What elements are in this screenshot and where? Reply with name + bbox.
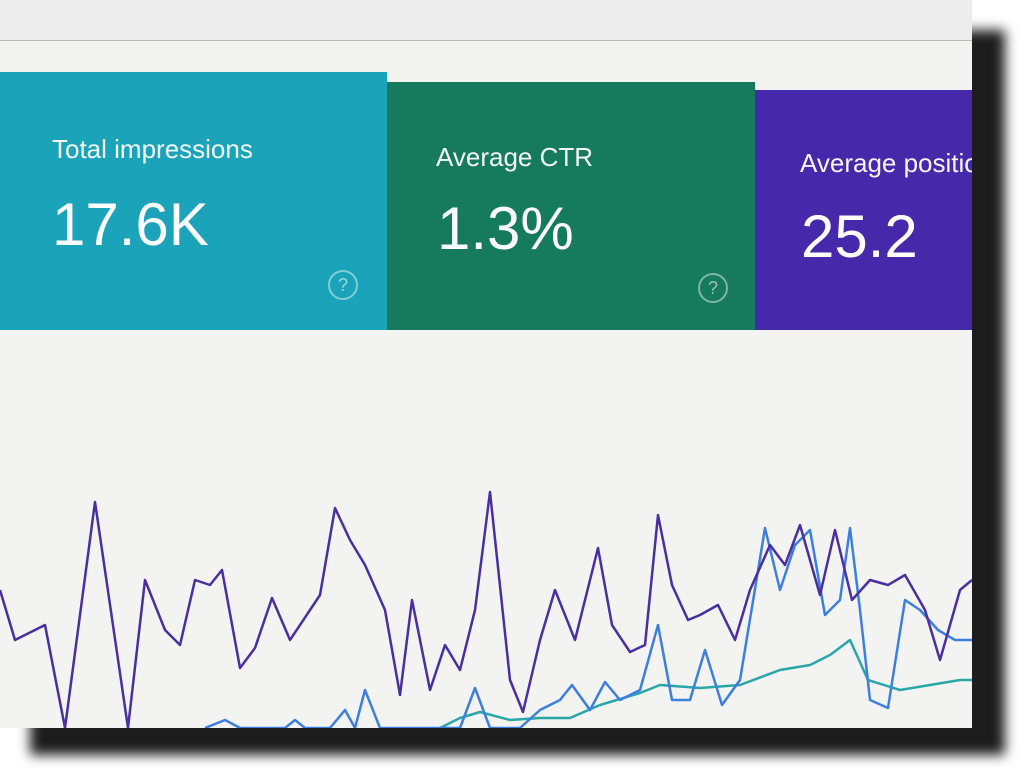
help-icon[interactable]: ?: [328, 270, 358, 300]
metric-card[interactable]: Average position 25.2: [755, 90, 972, 330]
teal-line: [439, 638, 972, 728]
performance-chart: [0, 490, 972, 728]
metric-value: 25.2: [801, 203, 918, 270]
metric-label: Average CTR: [436, 142, 594, 172]
metric-value: 1.3%: [437, 195, 574, 262]
blue-line: [204, 526, 972, 728]
metric-card[interactable]: Average CTR 1.3% ?: [387, 82, 755, 330]
screen: Total impressions 17.6K ? Average CTR 1.…: [0, 0, 972, 728]
metric-label: Average position: [800, 148, 972, 178]
metric-card[interactable]: Total impressions 17.6K ?: [0, 72, 387, 330]
metric-value: 17.6K: [52, 191, 209, 258]
purple-line: [0, 490, 972, 728]
help-icon[interactable]: ?: [698, 273, 728, 303]
header-bar: [0, 0, 972, 41]
metric-label: Total impressions: [52, 134, 253, 164]
